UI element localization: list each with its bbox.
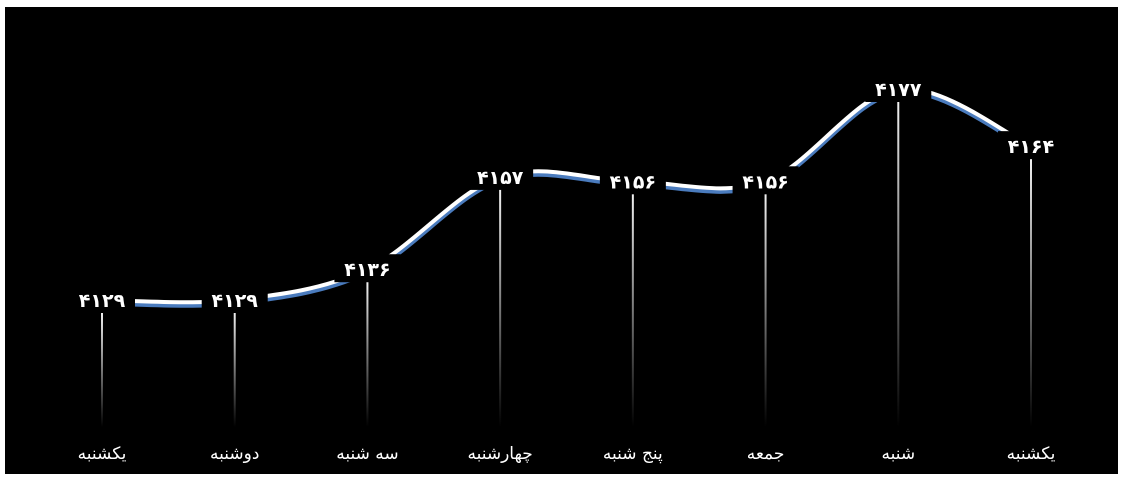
data-label-text: ۴۱۳۶ — [344, 259, 390, 281]
drop-line — [631, 193, 634, 427]
data-label-text: ۴۱۲۹ — [212, 290, 259, 312]
x-tick-label: شنبه — [881, 444, 915, 464]
line-chart: ۴۱۲۹ ۴۱۲۹ ۴۱۳۶ ۴۱۵۷ ۴۱۵۶ ۴۱۵۶ ۴۱۷۷ ۴۱۶۴ یکشنبه د… — [69, 74, 1064, 464]
data-label-bg — [599, 166, 666, 195]
data-label-bg — [201, 285, 268, 313]
x-tick-label: دوشنبه — [210, 444, 259, 464]
data-label: ۴۱۵۶ — [732, 166, 799, 195]
data-label-bg — [467, 161, 534, 190]
drop-line — [897, 101, 900, 427]
data-label-bg — [69, 285, 135, 313]
data-label-text: ۴۱۵۷ — [477, 167, 524, 189]
drop-line — [499, 188, 502, 427]
data-label-text: ۴۱۷۷ — [875, 79, 922, 101]
data-label-bg — [732, 166, 799, 195]
drop-line — [101, 312, 103, 427]
data-label: ۴۱۵۶ — [599, 166, 666, 195]
x-tick-label: سه شنبه — [336, 444, 398, 464]
drop-lines — [101, 101, 1032, 428]
x-axis-tick-labels: یکشنبه دوشنبه سه شنبه چهارشنبه پنج شنبه جمعه ش… — [78, 444, 1056, 464]
data-label-bg — [998, 131, 1064, 160]
data-label-text: ۴۱۵۶ — [742, 171, 788, 193]
data-label-bg — [334, 254, 401, 283]
drop-line — [1030, 158, 1032, 428]
x-tick-label: پنج شنبه — [603, 444, 663, 464]
data-label-text: ۴۱۶۴ — [1008, 136, 1054, 158]
drop-line — [233, 312, 236, 427]
series-line — [99, 86, 1034, 308]
x-tick-label: جمعه — [747, 444, 785, 464]
data-label: ۴۱۶۴ — [998, 131, 1064, 160]
drop-line — [366, 281, 369, 427]
data-label-text: ۴۱۲۹ — [79, 290, 126, 312]
data-label: ۴۱۲۹ — [69, 285, 135, 313]
chart-area: ۴۱۲۹ ۴۱۲۹ ۴۱۳۶ ۴۱۵۷ ۴۱۵۶ ۴۱۵۶ ۴۱۷۷ ۴۱۶۴ یکشنبه د… — [5, 7, 1118, 474]
data-label: ۴۱۷۷ — [865, 74, 932, 102]
data-label-text: ۴۱۵۶ — [610, 171, 656, 193]
x-tick-label: یکشنبه — [78, 444, 127, 464]
data-labels: ۴۱۲۹ ۴۱۲۹ ۴۱۳۶ ۴۱۵۷ ۴۱۵۶ ۴۱۵۶ ۴۱۷۷ ۴۱۶۴ — [69, 74, 1064, 313]
data-label-bg — [865, 74, 932, 102]
data-label: ۴۱۲۹ — [201, 285, 268, 313]
x-tick-label: چهارشنبه — [467, 444, 532, 464]
series-line-path — [100, 86, 1033, 305]
x-tick-label: یکشنبه — [1007, 444, 1056, 464]
data-label: ۴۱۳۶ — [334, 254, 401, 283]
drop-line — [764, 193, 767, 427]
series-line-shadow — [99, 89, 1034, 308]
data-label: ۴۱۵۷ — [467, 161, 534, 190]
